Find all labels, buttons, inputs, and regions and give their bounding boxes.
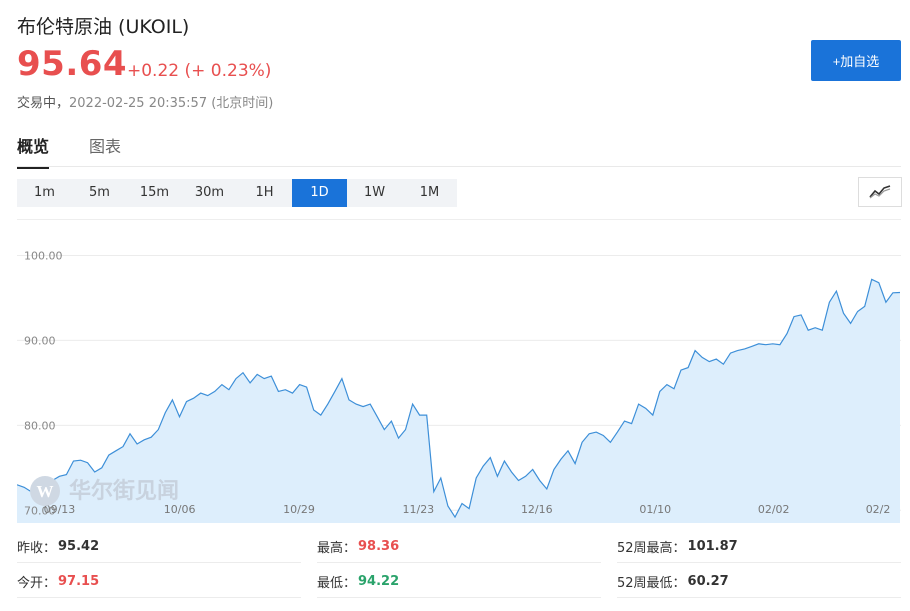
- line-chart-icon: [869, 185, 891, 199]
- x-tick-label: 09/13: [44, 503, 76, 516]
- tab-overview[interactable]: 概览: [17, 133, 50, 169]
- current-price: 95.64: [17, 44, 128, 84]
- y-tick-label: 80.00: [24, 419, 56, 432]
- trading-status: 交易中，2022-02-25 20:35:57 (北京时间): [17, 92, 273, 111]
- price-chart-svg: 70.00 80.00 90.00 100.00 09/13 10/06 10/29 11/…: [16, 249, 901, 523]
- x-tick-label: 10/06: [164, 503, 196, 516]
- period-15m[interactable]: 15m: [139, 185, 170, 200]
- stat-value: 97.15: [58, 573, 100, 589]
- trading-timestamp: 2022-02-25 20:35:57 (北京时间): [69, 96, 274, 111]
- stat-value: 60.27: [687, 573, 729, 589]
- add-to-watchlist-button[interactable]: +加自选: [811, 40, 901, 81]
- watermark-logo-icon: [30, 476, 60, 506]
- stat-label: 最低：: [317, 575, 357, 591]
- y-tick-label: 100.00: [24, 249, 63, 262]
- quote-stats: 昨收： 95.42 今开： 97.15 最高： 98.36 最低： 94.22 …: [17, 528, 901, 608]
- x-tick-label: 02/02: [758, 503, 790, 516]
- stat-prev-close: 昨收： 95.42: [17, 530, 301, 563]
- stat-high: 最高： 98.36: [317, 530, 601, 563]
- period-selector: 1m 5m 15m 30m 1H 1D 1W 1M: [17, 179, 457, 207]
- stat-label: 今开：: [17, 575, 57, 591]
- stat-value: 95.42: [58, 538, 100, 554]
- stat-52w-low: 52周最低： 60.27: [617, 565, 901, 598]
- price-change: +0.22 (+ 0.23%): [127, 61, 272, 81]
- period-1d[interactable]: 1D: [292, 179, 347, 207]
- stat-value: 94.22: [358, 573, 400, 589]
- view-tabs: 概览 图表: [17, 133, 901, 169]
- period-1w[interactable]: 1W: [363, 185, 386, 200]
- x-tick-label: 02/2: [866, 503, 891, 516]
- stat-label: 最高：: [317, 540, 357, 556]
- period-5m[interactable]: 5m: [89, 185, 110, 200]
- y-tick-label: 70.00: [24, 504, 56, 517]
- stat-low: 最低： 94.22: [317, 565, 601, 598]
- stat-label: 昨收：: [17, 540, 57, 556]
- instrument-title: 布伦特原油 (UKOIL): [17, 16, 190, 38]
- price-line: [16, 278, 901, 519]
- watermark: W 华尔街见闻: [30, 476, 179, 506]
- svg-text:W: W: [37, 482, 54, 501]
- stat-value: 101.87: [687, 538, 738, 554]
- stat-value: 98.36: [358, 538, 400, 554]
- stat-label: 52周最低：: [617, 575, 686, 591]
- stat-52w-high: 52周最高： 101.87: [617, 530, 901, 563]
- price-area: [17, 279, 900, 523]
- x-tick-label: 01/10: [639, 503, 671, 516]
- trading-status-text: 交易中，: [17, 96, 70, 111]
- x-tick-label: 12/16: [521, 503, 553, 516]
- period-1h[interactable]: 1H: [255, 185, 274, 200]
- y-tick-label: 90.00: [24, 334, 56, 347]
- price-chart: 70.00 80.00 90.00 100.00 09/13 10/06 10/29 11/…: [16, 219, 901, 523]
- stat-label: 52周最高：: [617, 540, 686, 556]
- watermark-text: 华尔街见闻: [69, 478, 179, 504]
- x-tick-label: 11/23: [402, 503, 434, 516]
- chart-type-button[interactable]: [858, 177, 902, 207]
- period-30m[interactable]: 30m: [194, 185, 225, 200]
- stat-open: 今开： 97.15: [17, 565, 301, 598]
- tab-chart[interactable]: 图表: [89, 137, 122, 156]
- x-tick-label: 10/29: [283, 503, 315, 516]
- period-1mo[interactable]: 1M: [419, 185, 440, 200]
- period-1m[interactable]: 1m: [34, 185, 55, 200]
